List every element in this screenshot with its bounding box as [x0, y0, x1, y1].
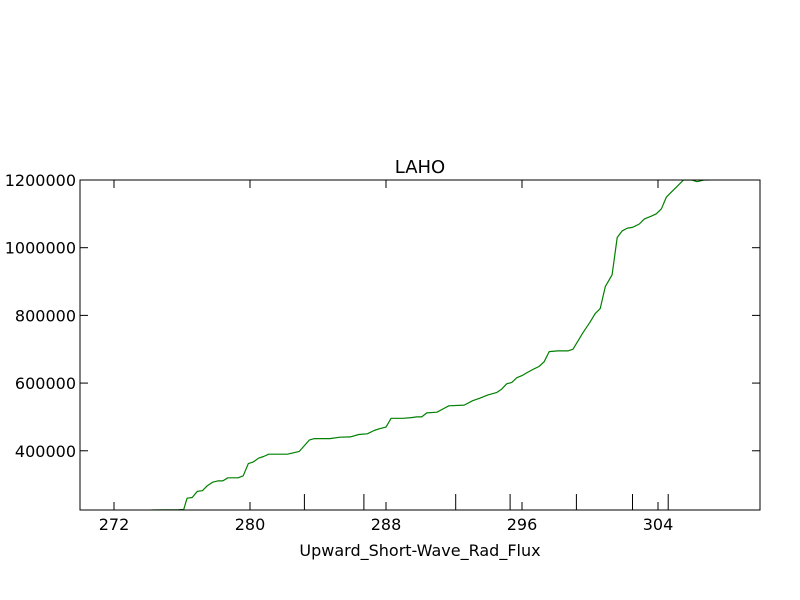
y-tick-label: 800000 [15, 306, 76, 325]
x-tick-label: 296 [507, 515, 538, 534]
plot-frame [79, 179, 761, 511]
x-tick-label: 272 [99, 515, 130, 534]
x-tick-label: 288 [371, 515, 402, 534]
tick-labels: 272 280 288 296 304 400000 600000 800000 1000000… [5, 171, 674, 534]
chart-title: LAHO [395, 157, 445, 178]
x-axis-label: Upward_Short-Wave_Rad_Flux [299, 541, 540, 561]
x-tick-label: 280 [235, 515, 266, 534]
x-tick-label: 304 [643, 515, 674, 534]
series-layer [151, 180, 709, 510]
axis-ticks [80, 179, 760, 510]
y-tick-label: 600000 [15, 374, 76, 393]
y-tick-label: 1000000 [5, 239, 76, 258]
y-tick-label: 400000 [15, 442, 76, 461]
y-tick-label: 1200000 [5, 171, 76, 190]
series-line [151, 180, 709, 510]
